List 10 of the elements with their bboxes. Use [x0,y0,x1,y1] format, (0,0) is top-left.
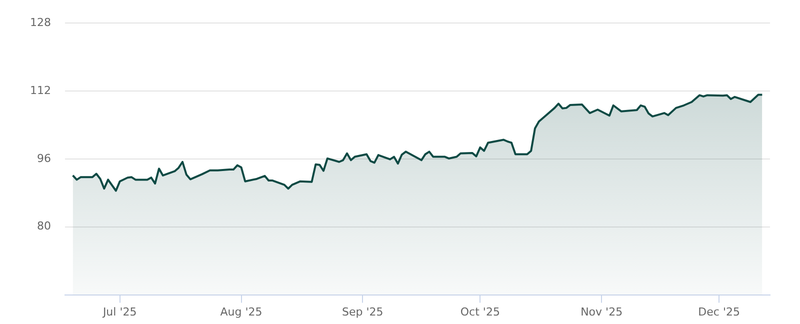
y-tick-label: 128 [30,16,51,29]
x-tick-label: Oct '25 [460,305,500,318]
y-tick-label: 96 [37,152,51,165]
x-tick-label: Aug '25 [220,305,262,318]
x-tick-label: Dec '25 [698,305,740,318]
x-tick-label: Sep '25 [342,305,384,318]
x-tick-label: Nov '25 [580,305,623,318]
y-tick-label: 112 [30,84,51,97]
x-tick-label: Jul '25 [102,305,137,318]
y-tick-label: 80 [37,220,51,233]
